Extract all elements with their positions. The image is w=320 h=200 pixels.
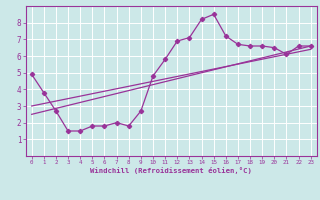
X-axis label: Windchill (Refroidissement éolien,°C): Windchill (Refroidissement éolien,°C)	[90, 167, 252, 174]
